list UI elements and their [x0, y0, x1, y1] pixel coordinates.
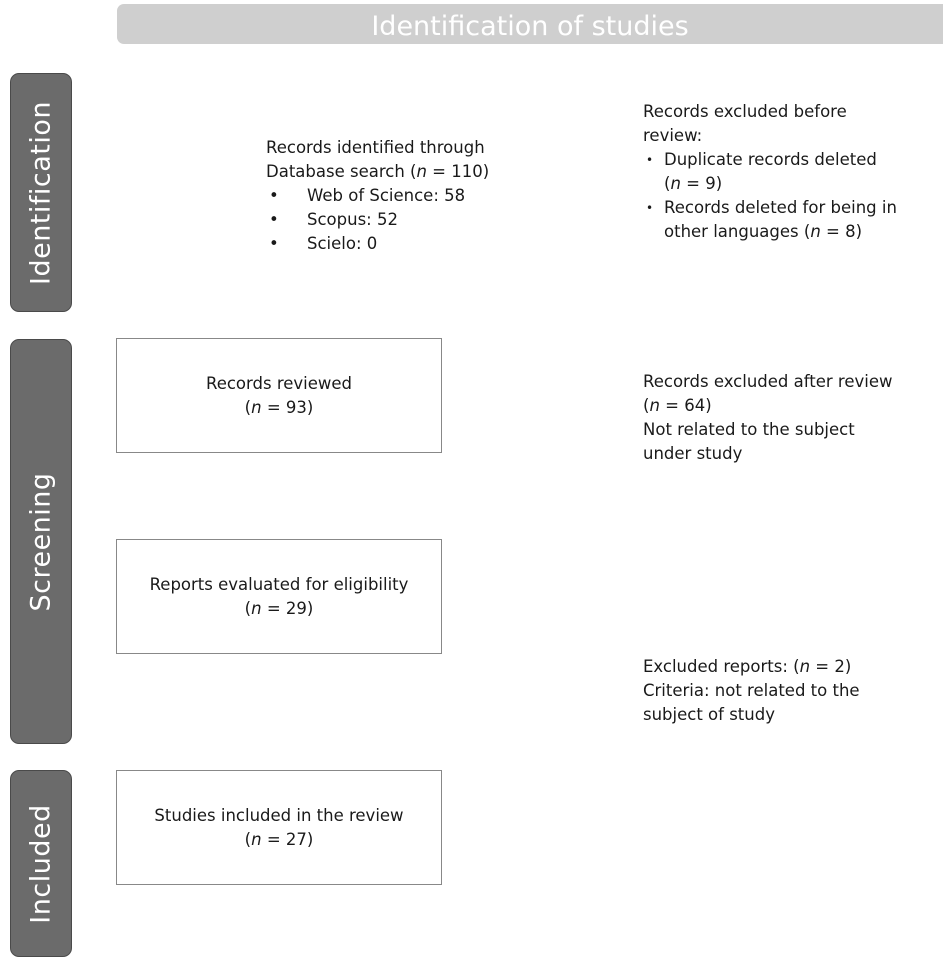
phase-identification-label: Identification	[25, 100, 57, 285]
database-item: Scopus: 52	[266, 208, 556, 232]
eligibility-box: Reports evaluated for eligibility (n = 2…	[116, 539, 442, 654]
excluded-reports-line3: subject of study	[643, 705, 775, 724]
phase-included: Included	[10, 770, 72, 957]
studies-included-label: Studies included in the review	[154, 805, 404, 825]
excluded-reports-text: Excluded reports: (n = 2) Criteria: not …	[643, 655, 943, 727]
reviewed-count: = 93)	[261, 397, 314, 417]
database-item: Web of Science: 58	[266, 184, 556, 208]
excluded-after-line1: Records excluded after review	[643, 372, 893, 391]
languages-count: = 8)	[820, 222, 863, 241]
eligibility-pre: (	[244, 598, 252, 618]
eligibility-count-row: (n = 29)	[245, 597, 314, 621]
diagram-title: Identification of studies	[371, 11, 689, 42]
n-symbol: n	[649, 396, 660, 415]
languages-label: Records deleted for being in	[664, 198, 897, 217]
database-item: Scielo: 0	[266, 232, 556, 256]
records-identified-text: Records identified through Database sear…	[266, 136, 556, 256]
database-list: Web of Science: 58 Scopus: 52 Scielo: 0	[266, 184, 556, 256]
duplicates-pre: (	[664, 174, 671, 193]
excluded-after-pre: (	[643, 396, 650, 415]
n-symbol: n	[670, 174, 681, 193]
eligibility-label: Reports evaluated for eligibility	[149, 574, 409, 594]
duplicates-label: Duplicate records deleted	[664, 150, 877, 169]
records-identified-line2: Database search (n = 110)	[266, 160, 556, 184]
records-identified-pre: Database search (	[266, 162, 417, 181]
records-reviewed-label: Records reviewed	[205, 373, 353, 393]
excluded-reports-pre: Excluded reports: (	[643, 657, 800, 676]
excluded-after-review-text: Records excluded after review (n = 64) N…	[643, 370, 943, 466]
n-symbol: n	[251, 829, 262, 849]
excluded-before-item-duplicates: Duplicate records deleted (n = 9)	[643, 148, 943, 196]
excluded-reports-line2: Criteria: not related to the	[643, 681, 860, 700]
n-symbol: n	[799, 657, 811, 676]
excluded-reports-line1: Excluded reports: (n = 2)	[643, 655, 943, 679]
excluded-before-review-text: Records excluded before review: Duplicat…	[643, 100, 943, 244]
excluded-after-count-row: (n = 64)	[643, 394, 943, 418]
studies-included-box: Studies included in the review (n = 27)	[116, 770, 442, 885]
phase-screening-label: Screening	[25, 471, 57, 612]
excluded-before-line2: review:	[643, 126, 703, 145]
excluded-before-list: Duplicate records deleted (n = 9) Record…	[643, 148, 943, 244]
n-symbol: n	[416, 162, 427, 181]
excluded-after-line3: Not related to the subject	[643, 420, 855, 439]
records-reviewed-count-row: (n = 93)	[245, 396, 314, 420]
languages-pre: other languages (	[664, 222, 811, 241]
phase-screening: Screening	[10, 339, 72, 744]
included-count: = 27)	[261, 829, 314, 849]
eligibility-count: = 29)	[261, 598, 314, 618]
records-reviewed-box: Records reviewed (n = 93)	[116, 338, 442, 453]
excluded-after-count: = 64)	[659, 396, 712, 415]
n-symbol: n	[251, 397, 262, 417]
duplicates-count: = 9)	[680, 174, 723, 193]
n-symbol: n	[810, 222, 821, 241]
excluded-after-line4: under study	[643, 444, 743, 463]
excluded-before-item-languages: Records deleted for being in other langu…	[643, 196, 943, 244]
diagram-title-bar: Identification of studies	[117, 4, 943, 44]
studies-included-count-row: (n = 27)	[245, 828, 314, 852]
records-identified-count: = 110)	[426, 162, 490, 181]
excluded-reports-count: = 2)	[810, 657, 852, 676]
records-identified-line1: Records identified through	[266, 138, 485, 157]
excluded-before-line1: Records excluded before	[643, 102, 847, 121]
phase-included-label: Included	[25, 803, 57, 924]
included-pre: (	[244, 829, 252, 849]
phase-identification: Identification	[10, 73, 72, 312]
n-symbol: n	[251, 598, 262, 618]
reviewed-pre: (	[244, 397, 252, 417]
